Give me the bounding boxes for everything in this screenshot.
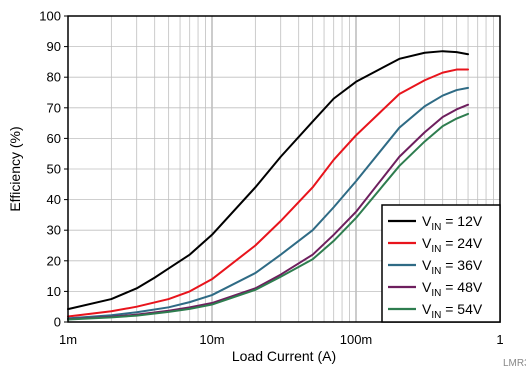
x-tick-label: 1m — [59, 332, 77, 347]
y-tick-label: 10 — [47, 284, 61, 299]
legend-label-2: VIN = 24V — [422, 235, 483, 255]
x-tick-label: 10m — [199, 332, 224, 347]
series-line-2 — [67, 68, 470, 318]
y-tick-label: 20 — [47, 253, 61, 268]
y-axis-label: Efficiency (%) — [7, 126, 23, 211]
y-tick-label: 30 — [47, 223, 61, 238]
y-tick-label: 50 — [47, 162, 61, 177]
legend-label-4: VIN = 48V — [422, 279, 483, 299]
x-axis-ticks: 1m 10m 100m 1 — [59, 332, 504, 347]
legend-box — [381, 204, 501, 323]
y-tick-label: 100 — [39, 9, 61, 24]
y-tick-label: 0 — [54, 315, 61, 330]
plot-frame — [67, 15, 501, 323]
legend-label-3: VIN = 36V — [422, 257, 483, 277]
y-tick-label: 40 — [47, 192, 61, 207]
x-tick-label: 1 — [496, 332, 503, 347]
series-line-5 — [67, 112, 470, 321]
y-axis-ticks: 0 10 20 30 40 50 60 70 80 90 100 — [39, 9, 68, 330]
y-tick-label: 80 — [47, 70, 61, 85]
series-line-1 — [67, 50, 470, 311]
series-line-3 — [67, 86, 470, 320]
y-tick-label: 90 — [47, 39, 61, 54]
series-line-4 — [67, 103, 470, 321]
legend-label-1: VIN = 12V — [422, 213, 483, 233]
legend-label-5: VIN = 54V — [422, 301, 483, 321]
watermark: LMR3 — [503, 358, 526, 369]
y-tick-label: 70 — [47, 100, 61, 115]
y-tick-label: 60 — [47, 131, 61, 146]
x-axis-label: Load Current (A) — [232, 348, 336, 364]
x-tick-label: 100m — [340, 332, 373, 347]
series-lines — [67, 50, 470, 321]
